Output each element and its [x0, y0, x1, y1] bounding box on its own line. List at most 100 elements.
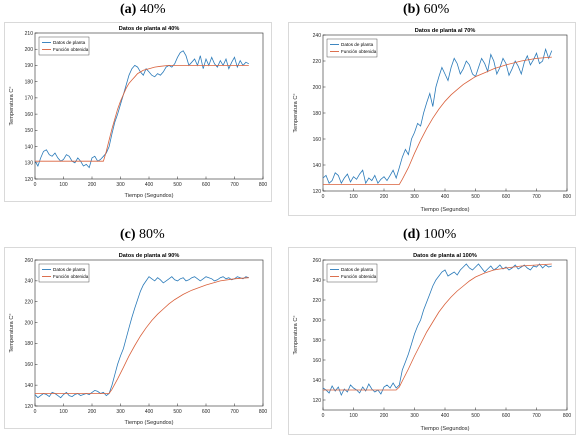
y-axis-label: Temperatura C°	[9, 313, 15, 352]
caption-c-pct: 80%	[139, 227, 165, 242]
caption-d-pct: 100%	[423, 227, 457, 242]
x-axis-label: Tiempo (Segundos)	[125, 193, 174, 199]
caption-b-label: (b)	[403, 2, 421, 17]
legend-box	[38, 263, 90, 283]
legend-label: Datos de planta	[53, 267, 86, 272]
series-line-funcion-obtenida	[35, 65, 249, 162]
series-line-funcion-obtenida	[323, 263, 552, 391]
x-tick-label: 800	[563, 413, 572, 419]
y-tick-label: 220	[313, 59, 322, 65]
x-tick-label: 800	[259, 182, 268, 188]
x-tick-label: 800	[259, 409, 268, 415]
y-tick-label: 120	[25, 404, 34, 410]
legend-label: Función obtenida	[341, 49, 377, 54]
series-line-datos-de-planta	[322, 47, 553, 185]
x-tick-label: 300	[116, 409, 125, 415]
x-tick-label: 500	[173, 409, 182, 415]
x-tick-label: 500	[173, 182, 182, 188]
y-tick-label: 160	[313, 137, 322, 143]
caption-d: (d) 100%	[403, 227, 456, 243]
x-tick-label: 700	[230, 409, 239, 415]
y-tick-label: 150	[25, 128, 34, 134]
y-tick-label: 160	[313, 358, 322, 364]
y-tick-label: 220	[25, 300, 34, 306]
x-tick-label: 700	[230, 182, 239, 188]
x-tick-label: 100	[349, 413, 358, 419]
x-tick-label: 700	[532, 194, 541, 200]
x-tick-label: 400	[441, 194, 450, 200]
x-tick-label: 600	[502, 194, 511, 200]
x-tick-label: 200	[88, 409, 97, 415]
x-axis-label: Tiempo (Segundos)	[125, 420, 174, 426]
legend-label: Datos de planta	[53, 40, 86, 45]
y-tick-label: 140	[313, 378, 322, 384]
y-tick-label: 210	[25, 31, 34, 37]
y-tick-label: 160	[25, 362, 34, 368]
y-tick-label: 120	[25, 177, 34, 183]
y-tick-label: 180	[313, 338, 322, 344]
y-axis-label: Temperatura C°	[9, 86, 15, 125]
plot-area	[322, 34, 568, 192]
y-axis-label: Temperatura C°	[293, 315, 299, 354]
x-tick-label: 100	[59, 182, 68, 188]
legend-box	[326, 38, 378, 58]
y-tick-label: 170	[25, 96, 34, 102]
y-tick-label: 130	[25, 161, 34, 167]
y-tick-label: 120	[313, 398, 322, 404]
x-tick-label: 300	[116, 182, 125, 188]
x-tick-label: 800	[563, 194, 572, 200]
x-tick-label: 100	[349, 194, 358, 200]
chart-d: Datos de planta al 100% 0 100 200 300 400 500 6…	[293, 253, 572, 432]
caption-c: (c) 80%	[120, 227, 165, 243]
y-tick-label: 120	[313, 189, 322, 195]
figure-a: Datos de planta al 40% 0 100 200 300 400 500 60…	[4, 22, 272, 202]
legend-label: Función obtenida	[53, 47, 89, 52]
x-tick-label: 400	[441, 413, 450, 419]
x-tick-label: 400	[145, 182, 154, 188]
plot-area	[34, 32, 264, 180]
y-tick-label: 180	[25, 341, 34, 347]
y-tick-label: 180	[313, 111, 322, 117]
x-tick-label: 400	[145, 409, 154, 415]
legend-box	[326, 263, 378, 283]
x-tick-label: 0	[34, 409, 37, 415]
legend-label: Datos de planta	[341, 42, 374, 47]
plot-area	[34, 259, 264, 407]
caption-a-label: (a)	[120, 2, 137, 17]
y-tick-label: 200	[25, 320, 34, 326]
chart-title: Datos de planta al 40%	[119, 26, 180, 32]
x-tick-label: 600	[202, 409, 211, 415]
x-axis-label: Tiempo (Segundos)	[421, 207, 470, 213]
caption-d-label: (d)	[403, 227, 421, 242]
x-tick-label: 500	[471, 194, 480, 200]
caption-c-label: (c)	[120, 227, 136, 242]
legend-label: Función obtenida	[53, 274, 89, 279]
series-line-datos-de-planta	[34, 276, 249, 399]
series-line-funcion-obtenida	[323, 56, 552, 185]
series-line-funcion-obtenida	[35, 277, 249, 394]
figure-c: Datos de planta al 90% 0 100 200 300 400 500 60…	[4, 247, 272, 429]
x-tick-label: 200	[88, 182, 97, 188]
chart-title: Datos de planta al 100%	[413, 253, 477, 259]
y-tick-label: 240	[25, 279, 34, 285]
chart-b: Datos de planta al 70% 0 100 200 300 400 500 60…	[293, 28, 572, 213]
chart-c: Datos de planta al 90% 0 100 200 300 400 500 60…	[9, 253, 268, 426]
plot-area	[322, 259, 568, 411]
figure-d: Datos de planta al 100% 0 100 200 300 400 500 6…	[288, 247, 576, 435]
x-tick-label: 600	[202, 182, 211, 188]
y-tick-label: 140	[25, 144, 34, 150]
y-tick-label: 260	[313, 258, 322, 264]
legend-box	[38, 36, 90, 56]
x-tick-label: 100	[59, 409, 68, 415]
caption-a: (a) 40%	[120, 2, 166, 18]
y-tick-label: 200	[313, 85, 322, 91]
y-tick-label: 240	[313, 33, 322, 39]
y-tick-label: 180	[25, 79, 34, 85]
y-tick-label: 140	[25, 383, 34, 389]
x-tick-label: 500	[471, 413, 480, 419]
y-tick-label: 190	[25, 63, 34, 69]
caption-b: (b) 60%	[403, 2, 449, 18]
x-tick-label: 700	[532, 413, 541, 419]
legend-label: Datos de planta	[341, 267, 374, 272]
y-tick-label: 160	[25, 112, 34, 118]
